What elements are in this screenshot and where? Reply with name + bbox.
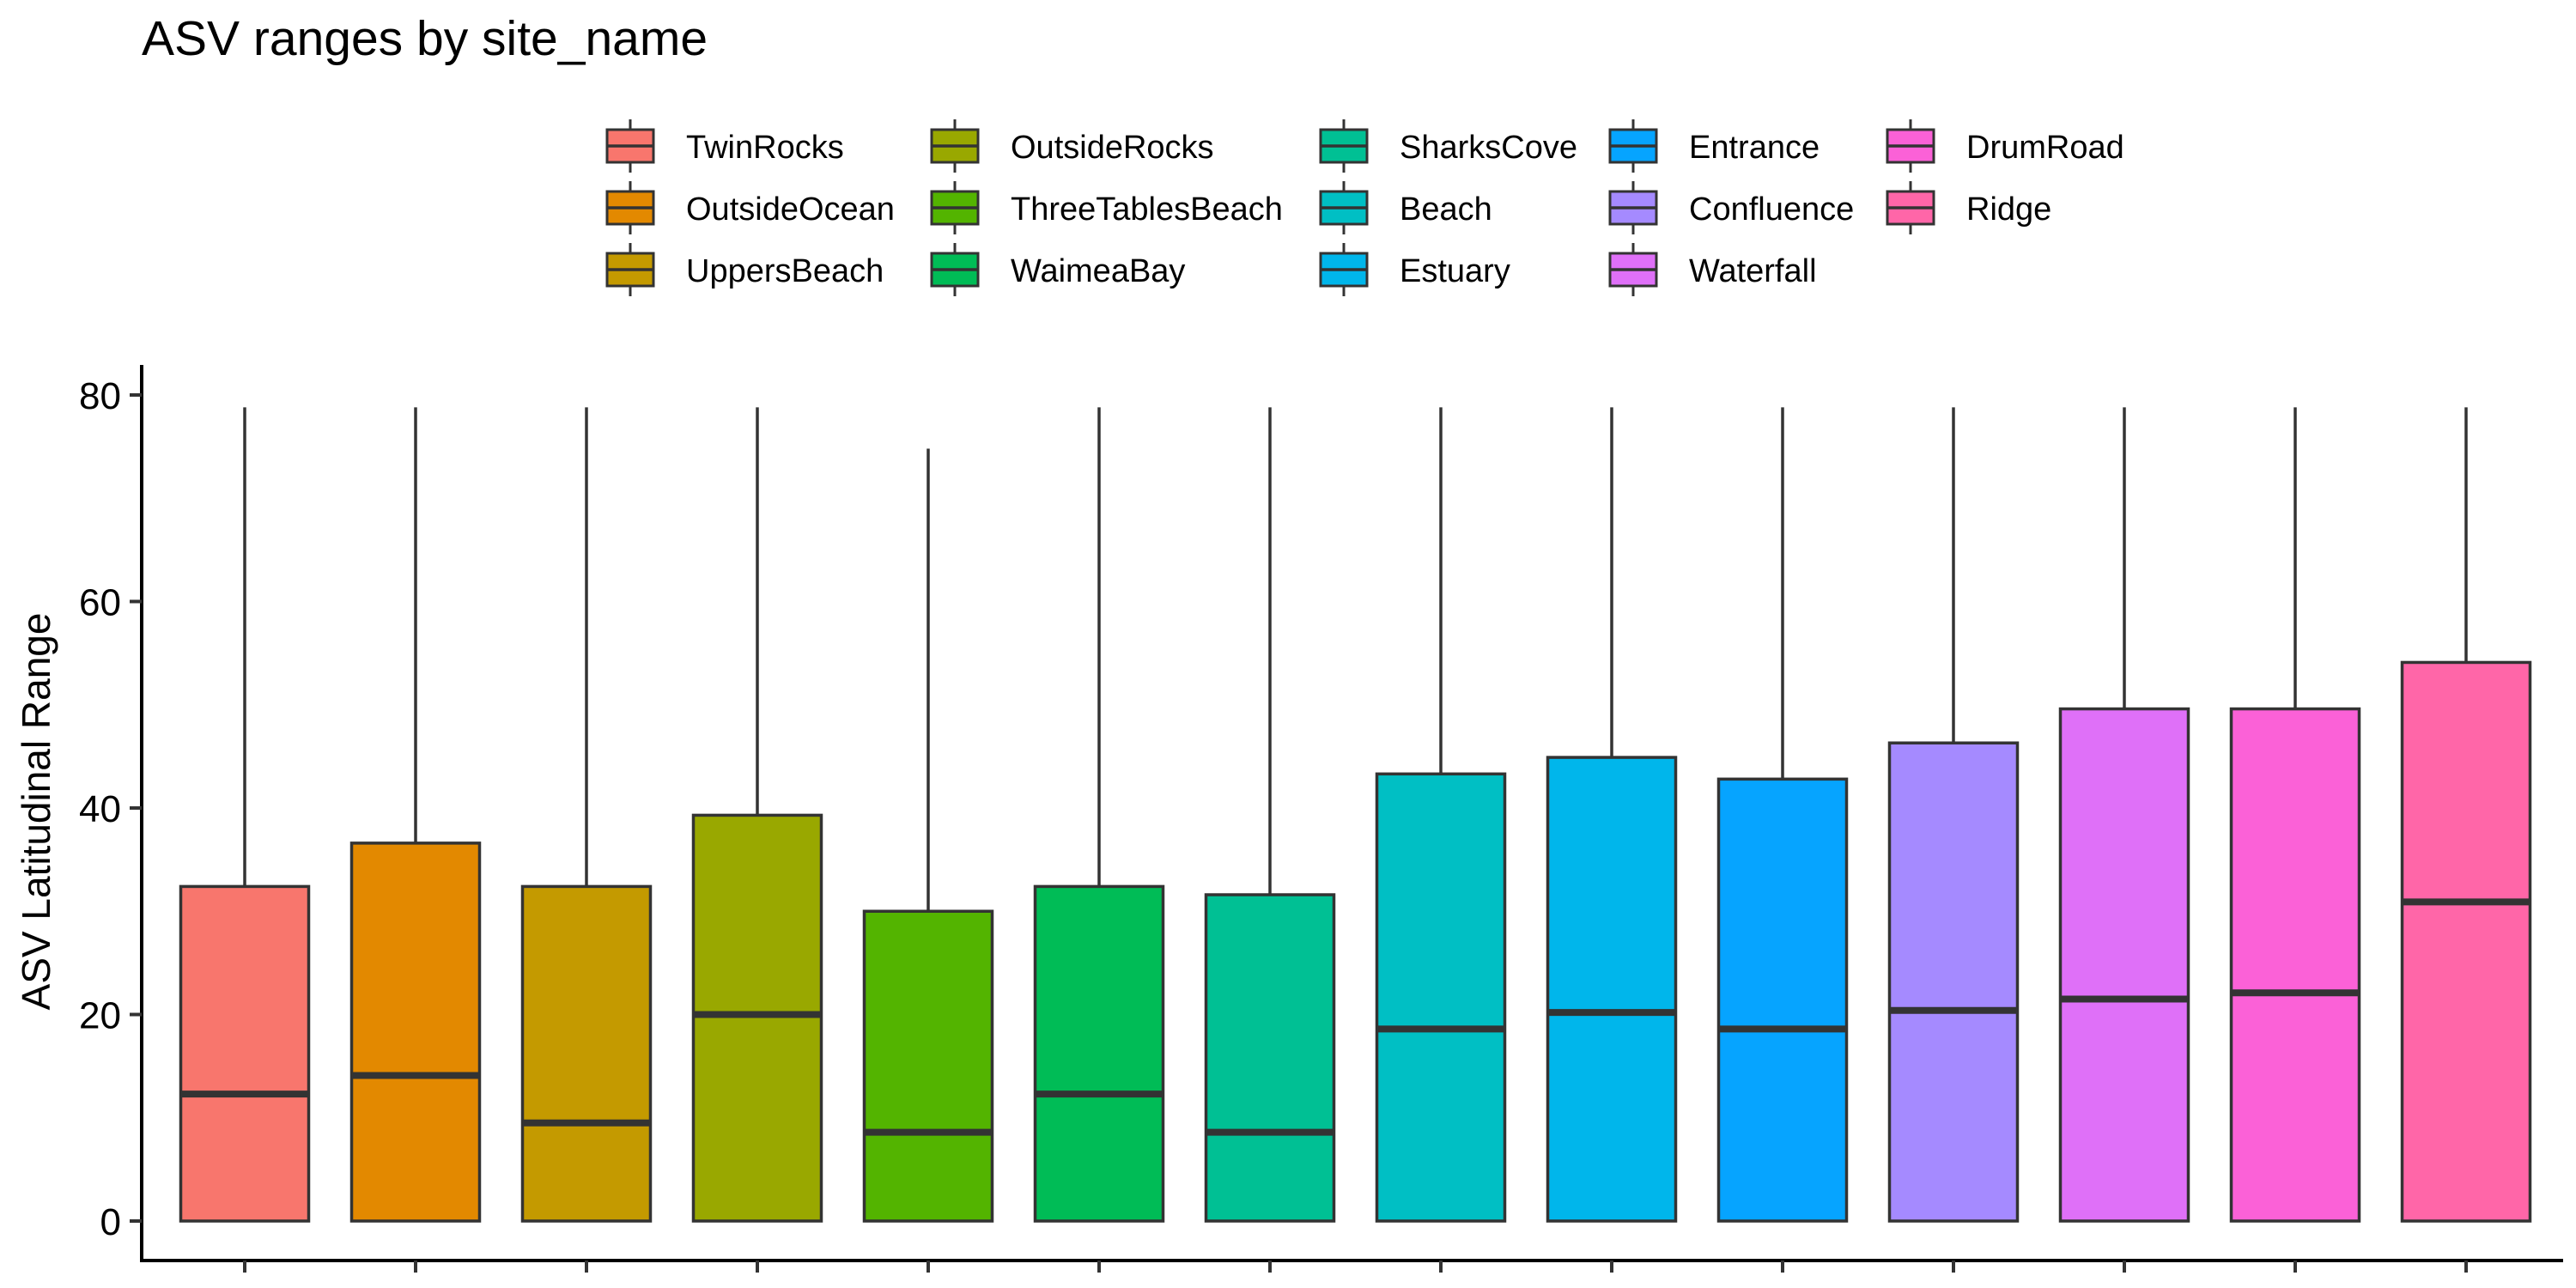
legend-item-OutsideRocks: OutsideRocks (930, 119, 1214, 173)
legend-label: DrumRoad (1966, 130, 2124, 166)
box-rect (1546, 756, 1678, 1223)
legend-label: OutsideOcean (686, 191, 895, 228)
legend-item-Confluence: Confluence (1608, 181, 1854, 234)
legend-label: Entrance (1689, 130, 1820, 166)
box-rect (2229, 707, 2361, 1223)
y-tick-label: 20 (79, 995, 121, 1037)
box-rect (1033, 884, 1165, 1223)
box-Waterfall (2058, 407, 2190, 1223)
legend-label: SharksCove (1400, 130, 1577, 166)
box-rect (349, 841, 482, 1223)
box-UppersBeach (520, 407, 653, 1223)
legend-label: OutsideRocks (1011, 130, 1214, 166)
box-rect (1375, 772, 1507, 1223)
box-rect (2400, 660, 2532, 1223)
box-rect (1204, 893, 1336, 1223)
axes: 0 20 40 60 80 ASV Latitudinal Range (14, 365, 2563, 1273)
y-tick-label: 80 (79, 375, 121, 417)
box-TwinRocks (179, 407, 311, 1223)
box-Ridge (2400, 407, 2532, 1223)
legend-label: Beach (1400, 191, 1492, 228)
legend-label: WaimeaBay (1011, 253, 1185, 289)
y-tick-label: 0 (100, 1201, 121, 1243)
box-OutsideOcean (349, 407, 482, 1223)
box-WaimeaBay (1033, 407, 1165, 1223)
legend-item-WaimeaBay: WaimeaBay (930, 243, 1185, 296)
plot-area (179, 407, 2532, 1223)
box-ThreeTablesBeach (862, 448, 994, 1223)
legend-item-DrumRoad: DrumRoad (1886, 119, 2124, 173)
legend-item-ThreeTablesBeach: ThreeTablesBeach (930, 181, 1283, 234)
legend-item-UppersBeach: UppersBeach (605, 243, 884, 296)
legend-item-Entrance: Entrance (1608, 119, 1820, 173)
y-axis-label: ASV Latitudinal Range (14, 613, 58, 1011)
legend-item-Estuary: Estuary (1319, 243, 1510, 296)
box-rect (1716, 777, 1849, 1223)
legend-item-Waterfall: Waterfall (1608, 243, 1817, 296)
legend-item-TwinRocks: TwinRocks (605, 119, 844, 173)
box-rect (520, 884, 653, 1223)
legend-label: ThreeTablesBeach (1011, 191, 1283, 228)
box-rect (179, 884, 311, 1223)
legend-item-Ridge: Ridge (1886, 181, 2051, 234)
box-rect (691, 813, 823, 1223)
legend-label: Confluence (1689, 191, 1854, 228)
box-Estuary (1546, 407, 1678, 1223)
legend-label: Estuary (1400, 253, 1510, 289)
legend-item-SharksCove: SharksCove (1319, 119, 1577, 173)
legend: TwinRocks OutsideOcean UppersBeach OutsideR… (605, 119, 2124, 296)
box-Confluence (1887, 407, 2020, 1223)
chart-title: ASV ranges by site_name (142, 11, 708, 66)
box-Beach (1375, 407, 1507, 1223)
y-tick-label: 60 (79, 582, 121, 624)
box-Entrance (1716, 407, 1849, 1223)
box-DrumRoad (2229, 407, 2361, 1223)
box-SharksCove (1204, 407, 1336, 1223)
box-rect (862, 909, 994, 1223)
box-rect (1887, 741, 2020, 1223)
legend-label: Ridge (1966, 191, 2051, 228)
legend-label: TwinRocks (686, 130, 844, 166)
legend-item-Beach: Beach (1319, 181, 1492, 234)
legend-item-OutsideOcean: OutsideOcean (605, 181, 895, 234)
y-tick-label: 40 (79, 788, 121, 830)
legend-label: Waterfall (1689, 253, 1817, 289)
box-OutsideRocks (691, 407, 823, 1223)
box-rect (2058, 707, 2190, 1223)
legend-label: UppersBeach (686, 253, 884, 289)
